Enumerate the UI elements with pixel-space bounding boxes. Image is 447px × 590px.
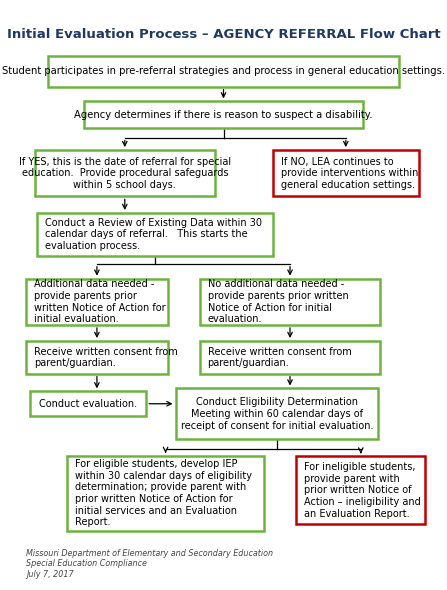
Text: Initial Evaluation Process – AGENCY REFERRAL Flow Chart: Initial Evaluation Process – AGENCY REFE… [7, 28, 440, 41]
FancyBboxPatch shape [26, 341, 168, 373]
Text: Conduct a Review of Existing Data within 30
calendar days of referral.   This st: Conduct a Review of Existing Data within… [45, 218, 261, 251]
Text: No additional data needed -
provide parents prior written
Notice of Action for i: No additional data needed - provide pare… [207, 280, 348, 324]
FancyBboxPatch shape [273, 150, 419, 196]
FancyBboxPatch shape [176, 388, 378, 440]
Text: Conduct Eligibility Determination
Meeting within 60 calendar days of
receipt of : Conduct Eligibility Determination Meetin… [181, 397, 373, 431]
Text: Additional data needed -
provide parents prior
written Notice of Action for
init: Additional data needed - provide parents… [34, 280, 165, 324]
FancyBboxPatch shape [200, 278, 380, 325]
Text: For ineligible students,
provide parent with
prior written Notice of
Action – in: For ineligible students, provide parent … [304, 462, 421, 519]
Text: Agency determines if there is reason to suspect a disability.: Agency determines if there is reason to … [74, 110, 373, 120]
FancyBboxPatch shape [47, 55, 400, 87]
Text: Conduct evaluation.: Conduct evaluation. [39, 399, 137, 409]
FancyBboxPatch shape [30, 391, 146, 416]
FancyBboxPatch shape [35, 150, 215, 196]
Text: Student participates in pre-referral strategies and process in general education: Student participates in pre-referral str… [2, 66, 445, 76]
Text: For eligible students, develop IEP
within 30 calendar days of eligibility
determ: For eligible students, develop IEP withi… [75, 459, 252, 527]
Text: If YES, this is the date of referral for special
education.  Provide procedural : If YES, this is the date of referral for… [19, 156, 231, 190]
Text: If NO, LEA continues to
provide interventions within
general education settings.: If NO, LEA continues to provide interven… [281, 156, 418, 190]
FancyBboxPatch shape [67, 456, 264, 530]
FancyBboxPatch shape [84, 101, 363, 129]
Text: Missouri Department of Elementary and Secondary Education
Special Education Comp: Missouri Department of Elementary and Se… [26, 549, 273, 579]
FancyBboxPatch shape [200, 341, 380, 373]
Text: Receive written consent from
parent/guardian.: Receive written consent from parent/guar… [207, 346, 351, 368]
Text: Receive written consent from
parent/guardian.: Receive written consent from parent/guar… [34, 346, 177, 368]
FancyBboxPatch shape [37, 213, 273, 256]
FancyBboxPatch shape [296, 457, 425, 525]
FancyBboxPatch shape [26, 278, 168, 325]
